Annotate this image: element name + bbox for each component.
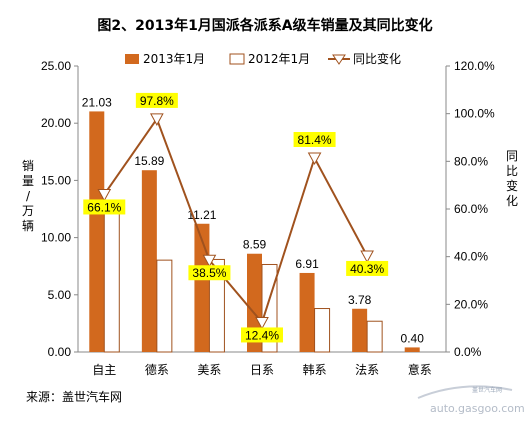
legend-label-2012: 2012年1月 <box>248 52 310 66</box>
yoy-value-label: 12.4% <box>245 328 279 342</box>
x-category-label: 韩系 <box>303 362 327 377</box>
yoy-label-highlight <box>135 92 178 108</box>
bar-value-label-2013: 3.78 <box>348 293 372 307</box>
legend-swatch-2012 <box>229 53 245 65</box>
bar-2013 <box>352 308 368 352</box>
y-tick-label-right: 40.0% <box>454 250 488 264</box>
y-tick-label-left: 10.00 <box>41 231 71 245</box>
x-category-label: 自主 <box>92 363 116 377</box>
y-tick-label-left: 20.00 <box>41 116 71 130</box>
yoy-label-highlight <box>188 265 231 281</box>
y-tick-label-right: 120.0% <box>454 59 495 73</box>
yoy-point-triangle-icon <box>97 188 112 202</box>
x-category-label: 美系 <box>197 363 221 377</box>
bar-2012 <box>103 206 120 353</box>
yoy-label-highlight <box>241 327 283 343</box>
bar-2013 <box>89 111 105 352</box>
bar-value-label-2013: 6.91 <box>295 257 319 271</box>
yoy-point-triangle-icon <box>360 250 374 263</box>
y-tick-label-right: 80.0% <box>454 154 488 168</box>
yoy-label-highlight <box>346 260 389 276</box>
bar-2013 <box>247 253 262 352</box>
bar-2013 <box>299 272 315 352</box>
x-category-label: 德系 <box>145 362 169 377</box>
x-category-labels: 自主 德系 美系 日系 韩系 法系 意系 <box>92 362 431 377</box>
watermark-swoosh-icon <box>417 385 513 399</box>
source-note: 来源：盖世汽车网 <box>26 389 122 404</box>
watermark-url: auto.gasgoo.com <box>430 402 525 415</box>
yoy-value-label: 40.3% <box>350 262 384 276</box>
y-ticks-right: 0.0% 20.0% 40.0% 60.0% 80.0% 100.0% 120.0% <box>446 59 495 359</box>
y-tick-label-left: 15.00 <box>41 173 71 187</box>
yoy-point-triangle-icon <box>307 152 322 166</box>
y-tick-label-right: 0.0% <box>454 345 482 359</box>
y-tick-label-left: 5.00 <box>48 288 72 302</box>
yoy-line-series: 66.1% 97.8% 38.5% 12.4% 81.4% 40.3% <box>83 92 389 343</box>
yoy-value-label: 38.5% <box>192 266 226 280</box>
watermark-logo: 盖世汽车网 auto.gasgoo.com <box>417 385 525 415</box>
yoy-line <box>103 116 369 325</box>
yoy-point-triangle-icon <box>202 254 217 268</box>
legend: 2013年1月 2012年1月 同比变化 <box>125 51 401 66</box>
y-tick-label-right: 60.0% <box>454 202 488 216</box>
bar-2013 <box>194 223 210 352</box>
yoy-value-label: 97.8% <box>140 94 174 108</box>
y-tick-label-left: 25.00 <box>41 59 71 73</box>
yoy-value-label: 66.1% <box>87 200 121 214</box>
bar-2012 <box>314 308 331 353</box>
bar-2012 <box>208 258 225 353</box>
legend-label-yoy: 同比变化 <box>353 51 401 66</box>
bar-2013 <box>141 170 157 352</box>
bar-value-label-2013: 15.89 <box>134 154 164 168</box>
bars <box>89 111 420 353</box>
watermark-top-text: 盖世汽车网 <box>472 386 502 394</box>
bar-2012 <box>156 259 173 353</box>
legend-label-2013: 2013年1月 <box>143 52 205 66</box>
x-category-label: 日系 <box>250 363 274 377</box>
yoy-label-highlight <box>293 131 336 147</box>
bar-2013 <box>404 347 420 352</box>
y-axis-label-right: 同比变化 <box>506 149 518 208</box>
legend-swatch-2013 <box>125 54 139 64</box>
bar-2012 <box>366 320 383 353</box>
y-axis-label-left: 销量/万辆 <box>22 159 34 233</box>
yoy-point-triangle-icon <box>150 113 164 126</box>
yoy-point-triangle-icon <box>255 316 269 330</box>
y-tick-label-right: 100.0% <box>454 107 495 121</box>
yoy-label-highlight <box>83 199 126 215</box>
y-tick-label-left: 0.00 <box>48 345 72 359</box>
y-tick-label-right: 20.0% <box>454 297 488 311</box>
legend-marker-triangle-icon <box>332 54 346 65</box>
y-ticks-left: 0.00 5.00 10.00 15.00 20.00 25.00 <box>41 59 78 359</box>
chart-title: 图2、2013年1月国派各派系A级车销量及其同比变化 <box>97 17 432 34</box>
x-category-label: 法系 <box>355 363 379 377</box>
x-category-label: 意系 <box>408 362 432 377</box>
bar-value-label-2013: 8.59 <box>243 238 267 252</box>
bar-value-label-2013: 21.03 <box>82 95 112 109</box>
bar-value-label-2013: 0.40 <box>401 331 425 345</box>
yoy-value-label: 81.4% <box>298 133 332 147</box>
